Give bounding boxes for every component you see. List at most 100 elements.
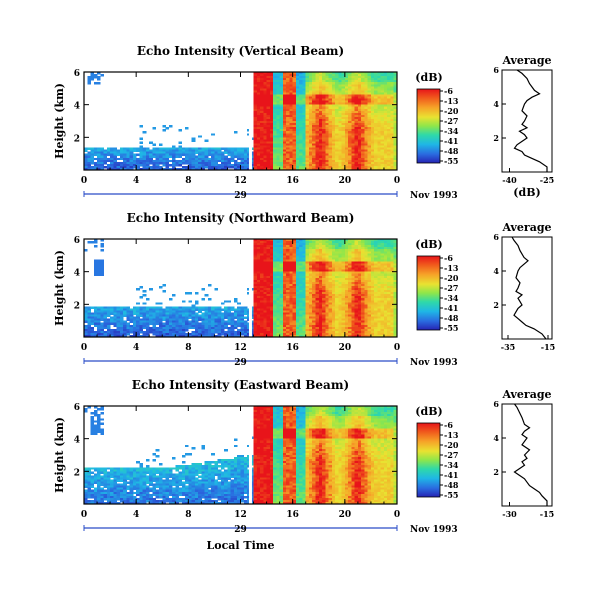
heatmap-cell [211,320,215,324]
heatmap-cell [370,127,375,130]
heatmap-cell [282,292,287,295]
heatmap-cell [383,112,388,116]
heatmap-cell [341,151,346,155]
heatmap-cell [158,316,163,320]
heatmap-cell [279,165,284,169]
heatmap-cell [126,165,131,169]
heatmap-cell [204,147,209,150]
heatmap-cell [387,137,391,140]
heatmap-cell [119,167,124,171]
heatmap-cell [295,292,300,295]
heatmap-cell [286,263,290,266]
heatmap-cell [207,324,212,328]
heatmap-cell [318,306,323,309]
heatmap-cell [302,98,307,101]
heatmap-cell [282,294,287,297]
heatmap-cell [84,314,88,317]
heatmap-cell [341,281,346,285]
heatmap-cell [315,165,320,169]
heatmap-cell [305,318,310,322]
heatmap-cell [318,127,323,130]
heatmap-cell [106,163,111,167]
heatmap-cell [302,243,307,246]
heatmap-cell [331,90,336,93]
heatmap-cell [145,328,150,332]
heatmap-cell [348,243,352,246]
heatmap-cell [361,112,365,116]
heatmap-cell [295,265,300,268]
heatmap-cell [295,300,300,303]
heatmap-cell [383,100,388,104]
heatmap-cell [260,108,264,112]
heatmap-cell [110,308,114,311]
heatmap-cell [328,328,333,332]
heatmap-cell [383,90,388,93]
heatmap-cell [322,298,326,301]
heatmap-cell [113,151,117,155]
heatmap-cell [282,271,287,275]
heatmap-cell [273,155,277,159]
heatmap-cell [380,125,385,128]
heatmap-cell [84,316,88,320]
heatmap-cell [126,161,131,165]
heatmap-cell [113,320,117,324]
heatmap-cell [87,332,91,336]
heatmap-cell [87,310,91,313]
heatmap-cell [289,118,294,122]
heatmap-cell [139,306,144,309]
heatmap-cell [325,324,329,328]
heatmap-cell [325,259,329,262]
heatmap-cell [207,161,212,165]
heatmap-cell [335,108,339,112]
heatmap-cell [260,259,264,262]
heatmap-cell [273,304,277,307]
heatmap-cell [387,147,391,150]
heatmap-cell [198,161,202,165]
heatmap-cell [295,320,300,324]
heatmap-cell [227,308,232,311]
heatmap-cell [302,263,307,266]
heatmap-cell [335,269,339,273]
heatmap-cell [338,98,342,101]
heatmap-cell [279,151,284,155]
heatmap-cell [335,110,339,114]
heatmap-cell [185,322,189,326]
heatmap-cell [273,94,277,97]
heatmap-cell [312,306,316,309]
heatmap-cell [367,167,372,171]
heatmap-cell [162,318,166,322]
heatmap-cell [302,247,307,250]
heatmap-cell [273,251,277,254]
heatmap-cell [175,163,179,167]
heatmap-cell [253,275,258,279]
heatmap-cell [390,143,395,146]
heatmap-cell [276,121,281,124]
heatmap-cell [198,155,202,159]
heatmap-cell [286,332,290,336]
heatmap-cell [289,257,294,260]
heatmap-cell [240,151,245,155]
heatmap-cell [273,106,277,110]
heatmap-cell [289,298,294,301]
heatmap-cell [312,330,316,334]
heatmap-cell [181,308,186,311]
heatmap-cell [335,263,339,266]
heatmap-cell [331,96,336,99]
heatmap-cell [276,241,281,244]
heatmap-cell [103,318,108,322]
heatmap-cell [253,271,258,275]
heatmap-cell [328,147,333,150]
heatmap-cell [145,314,150,317]
heatmap-cell [276,316,281,320]
heatmap-cell [302,165,307,169]
heatmap-cell [188,167,192,171]
heatmap-cell [119,324,124,328]
heatmap-cell [194,300,199,303]
heatmap-cell [142,334,147,338]
heatmap-cell [93,334,98,338]
heatmap-cell [380,78,385,81]
x-tick-label: 4 [133,176,139,186]
heatmap-cell [341,155,346,159]
heatmap-cell [302,277,307,281]
heatmap-cell [292,306,297,309]
